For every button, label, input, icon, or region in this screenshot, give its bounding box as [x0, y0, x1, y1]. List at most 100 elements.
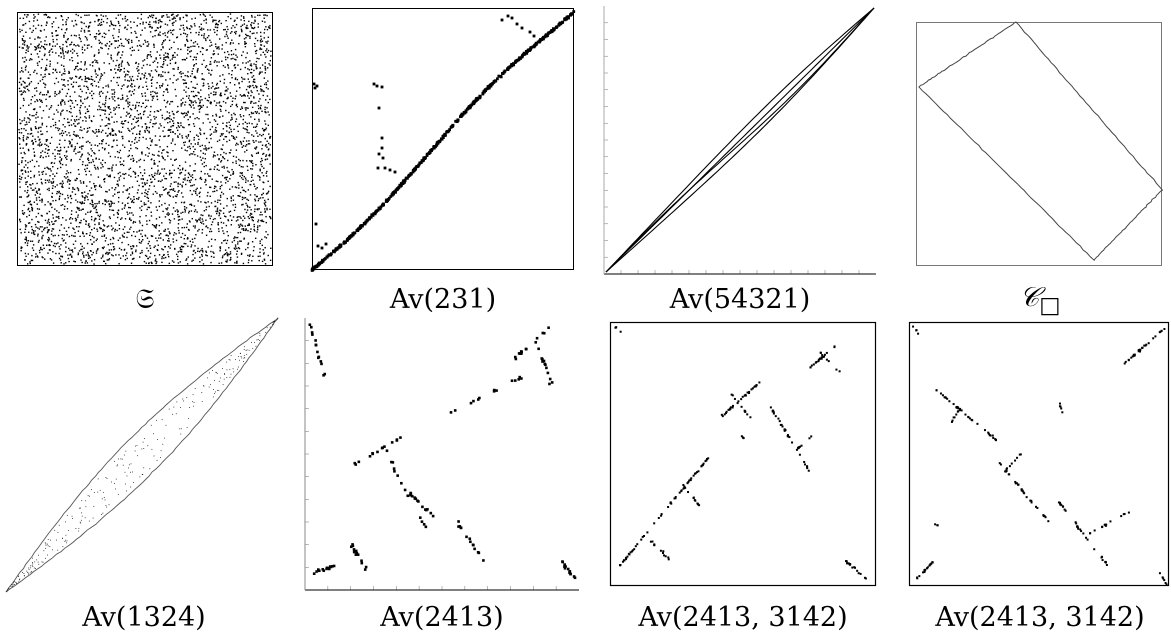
permutation-point [203, 385, 204, 387]
permutation-point [97, 128, 100, 131]
permutation-point [74, 148, 76, 150]
permutation-point [242, 94, 244, 97]
permutation-point [483, 90, 486, 94]
permutation-point [187, 52, 189, 55]
permutation-point [46, 58, 48, 61]
permutation-point [148, 240, 150, 243]
permutation-point [240, 141, 242, 144]
permutation-point [91, 97, 94, 100]
caption-av54321: Av(54321) [669, 284, 811, 315]
permutation-point [65, 230, 68, 233]
permutation-point [214, 217, 216, 220]
permutation-point [194, 41, 197, 43]
permutation-point [215, 130, 218, 132]
permutation-point [49, 244, 51, 247]
permutation-point [86, 97, 88, 100]
permutation-point [167, 191, 169, 194]
permutation-point [244, 196, 247, 199]
permutation-point [251, 160, 253, 162]
permutation-point [185, 135, 187, 138]
permutation-point [52, 152, 54, 155]
permutation-point [143, 448, 145, 449]
permutation-point [124, 74, 127, 76]
permutation-point [210, 223, 213, 226]
permutation-point [181, 137, 184, 139]
permutation-point [261, 71, 263, 73]
permutation-point [138, 72, 140, 75]
permutation-point [128, 38, 130, 41]
permutation-point [99, 32, 101, 35]
permutation-point [34, 45, 36, 48]
permutation-point [406, 176, 409, 180]
permutation-point [267, 80, 269, 82]
caption-c-square: 𝒞□ [1000, 284, 1080, 317]
permutation-point [29, 203, 32, 205]
permutation-point [232, 53, 235, 55]
permutation-point [203, 132, 206, 135]
permutation-point [156, 209, 158, 211]
permutation-point [134, 172, 137, 175]
permutation-point [217, 222, 219, 224]
permutation-point [107, 200, 110, 202]
permutation-point [261, 20, 264, 22]
permutation-point [183, 112, 186, 114]
permutation-point [84, 98, 86, 100]
permutation-point [162, 63, 165, 65]
permutation-point [163, 91, 165, 93]
permutation-point [215, 104, 217, 107]
permutation-point [93, 241, 95, 243]
permutation-point [180, 48, 182, 51]
permutation-point [145, 127, 148, 130]
permutation-point [122, 235, 124, 238]
permutation-point [222, 122, 224, 124]
permutation-point [182, 101, 184, 104]
permutation-point [206, 49, 208, 51]
permutation-point [50, 125, 52, 128]
permutation-point [38, 188, 41, 191]
permutation-point [59, 166, 62, 169]
permutation-point [94, 217, 97, 220]
permutation-point [159, 135, 161, 137]
permutation-point [174, 88, 176, 91]
permutation-point [164, 216, 167, 218]
permutation-point [20, 176, 23, 179]
permutation-point [210, 250, 212, 253]
permutation-point [103, 181, 106, 183]
permutation-point [251, 134, 253, 136]
permutation-point [261, 260, 264, 263]
permutation-point [205, 18, 207, 20]
permutation-point [250, 180, 252, 182]
permutation-point [180, 428, 182, 430]
permutation-point [83, 49, 86, 51]
permutation-point [177, 258, 179, 261]
permutation-point [138, 101, 140, 104]
permutation-point [184, 209, 187, 211]
permutation-point [61, 78, 63, 81]
permutation-point [141, 249, 143, 252]
permutation-point [26, 186, 29, 188]
permutation-point [259, 31, 262, 34]
permutation-point [269, 135, 272, 138]
permutation-point [244, 248, 247, 251]
permutation-point [44, 143, 46, 145]
permutation-point [102, 159, 104, 161]
permutation-point [242, 178, 244, 181]
permutation-point [266, 51, 269, 54]
permutation-point [25, 225, 28, 227]
permutation-point [138, 40, 140, 42]
permutation-point [159, 26, 162, 29]
permutation-point [224, 35, 226, 38]
permutation-point [45, 24, 48, 26]
permutation-point [109, 174, 111, 176]
permutation-point [178, 126, 181, 128]
permutation-point [74, 19, 77, 22]
permutation-point [215, 22, 217, 25]
permutation-point [264, 263, 267, 265]
permutation-point [126, 28, 128, 31]
permutation-point [265, 111, 267, 114]
permutation-point [140, 209, 143, 211]
permutation-point [114, 24, 117, 27]
permutation-point [54, 45, 57, 47]
permutation-point [230, 224, 232, 226]
permutation-point [37, 561, 39, 563]
